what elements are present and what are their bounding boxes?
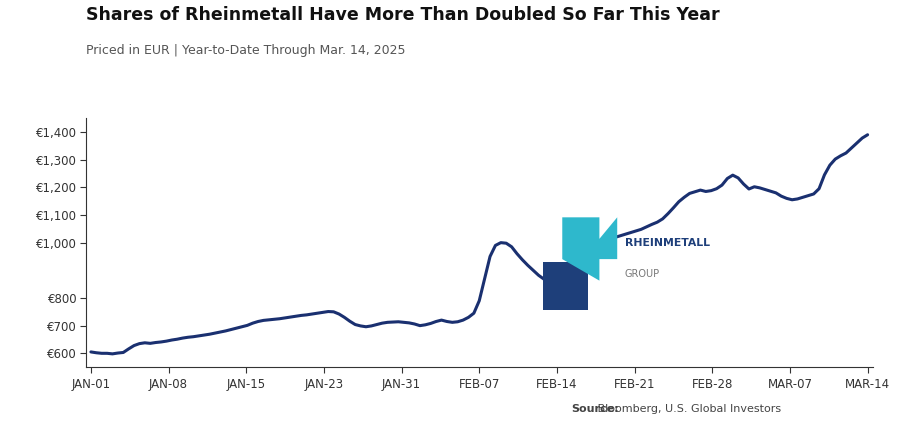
Bar	[543, 262, 588, 310]
Text: Source:: Source:	[572, 404, 619, 414]
Text: Shares of Rheinmetall Have More Than Doubled So Far This Year: Shares of Rheinmetall Have More Than Dou…	[86, 6, 719, 24]
Text: GROUP: GROUP	[625, 269, 660, 279]
Polygon shape	[562, 217, 617, 281]
Text: Bloomberg, U.S. Global Investors: Bloomberg, U.S. Global Investors	[594, 404, 781, 414]
Text: RHEINMETALL: RHEINMETALL	[625, 238, 709, 248]
Text: Priced in EUR | Year-to-Date Through Mar. 14, 2025: Priced in EUR | Year-to-Date Through Mar…	[86, 44, 405, 57]
